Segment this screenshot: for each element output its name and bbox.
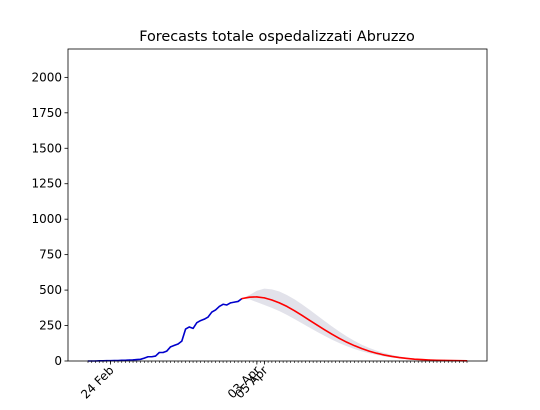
y-tick-label: 0 [54,354,62,368]
observed-point [237,300,239,303]
forecast-point [248,296,250,298]
y-tick-label: 1750 [31,106,62,120]
forecast-point [323,329,326,331]
observed-point [151,356,153,358]
forecast-point [263,297,265,299]
observed-point [184,328,187,330]
observed-point [199,319,202,322]
observed-point [207,316,209,318]
forecast-point [293,310,295,312]
forecast-point [241,298,243,300]
plot-frame [67,48,488,362]
observed-point [173,344,175,346]
forecast-point [428,359,431,361]
forecast-point [436,359,438,361]
forecast-point [406,357,408,360]
forecast-point [376,352,378,354]
forecast-point [391,355,393,358]
observed-point [211,311,213,313]
observed-point [162,351,164,354]
forecast-point [256,296,258,298]
forecast-point [353,345,356,347]
observed-point [222,303,224,305]
forecast-point [413,358,416,360]
observed-point [147,356,149,358]
y-tick-label: 1250 [31,177,62,191]
observed-point [214,309,217,311]
forecast-point [421,358,423,361]
observed-point [121,359,123,361]
axes-layer [67,48,488,362]
forecast-point [398,357,401,359]
observed-point [132,359,134,361]
y-tick-label: 750 [39,248,62,262]
observed-point [226,304,228,306]
y-tick-label: 1000 [31,212,62,226]
observed-point [188,326,190,328]
x-tick-label: 24 Feb [78,363,116,401]
confidence-band-layer [241,288,467,361]
y-tick-label: 2000 [31,70,62,84]
chart-title: Forecasts totale ospedalizzati Abruzzo [139,29,415,45]
observed-point [158,351,160,354]
observed-point [169,346,172,348]
forecast-point [368,350,371,352]
forecast-point [316,324,318,326]
observed-point [128,359,130,361]
observed-line [88,297,243,362]
confidence-band [241,288,467,361]
forecast-point [361,348,363,350]
observed-point [177,343,179,345]
observed-point [218,305,220,307]
forecast-point [286,305,288,307]
observed-point [203,318,205,320]
y-tick-label: 500 [39,283,62,297]
observed-point [192,327,194,329]
observed-point [124,359,127,361]
forecast-point [383,354,386,356]
observed-point [154,355,157,357]
forecast-point [271,299,273,301]
forecast-point [278,302,280,304]
y-axis-ticks: 0 250 500 750 1000 1250 1500 1750 2000 [31,70,68,368]
forecast-point [346,341,348,343]
observed-point [181,340,183,342]
forecast-point [331,333,333,335]
forecast-point [338,337,341,340]
observed-point [139,358,142,360]
y-tick-label: 1500 [31,141,62,155]
forecast-point [301,314,303,316]
forecast-point [308,319,310,321]
observed-point [233,301,235,303]
observed-point [229,302,232,304]
observed-point [143,357,145,359]
observed-point [166,350,168,352]
y-tick-label: 250 [39,319,62,333]
observed-point [136,358,138,361]
observed-point [196,322,198,324]
